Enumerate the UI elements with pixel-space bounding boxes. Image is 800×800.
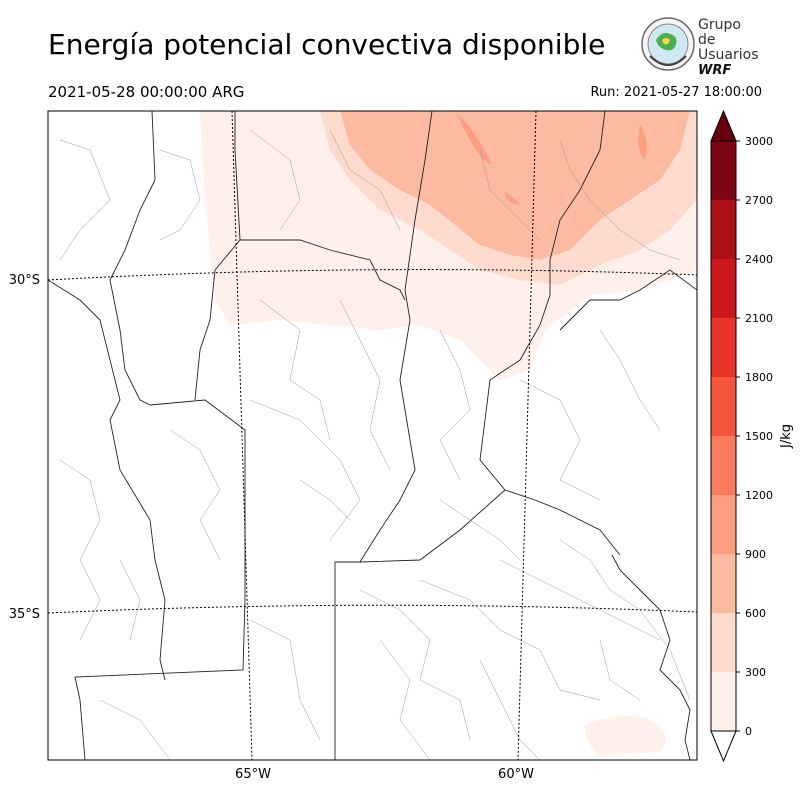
province-borders — [48, 111, 697, 760]
colorbar-segment — [711, 495, 736, 554]
colorbar-segment — [711, 259, 736, 318]
colorbar-tick-label: 1500 — [745, 430, 773, 443]
colorbar-extend-low — [710, 730, 737, 763]
coastline — [611, 554, 691, 760]
cape-band-900-1200 — [458, 115, 492, 165]
department-borders — [59, 129, 691, 760]
colorbar-segment — [711, 318, 736, 377]
cape-band-900-1200-c — [638, 125, 647, 160]
graticule — [48, 111, 697, 760]
colorbar-segment — [711, 672, 736, 731]
colorbar-tick-label: 3000 — [745, 135, 773, 148]
colorbar-tick-label: 2100 — [745, 312, 773, 325]
colorbar-segment — [711, 200, 736, 259]
colorbar-tick-label: 2700 — [745, 194, 773, 207]
cape-field — [200, 111, 697, 755]
colorbar: 0 300 600 900 1200 1500 1800 2100 2400 2700 3000 — [710, 109, 773, 763]
colorbar-tick-label: 900 — [745, 548, 766, 561]
colorbar-tick-label: 1800 — [745, 371, 773, 384]
page-title: Energía potencial convectiva disponible — [48, 28, 606, 61]
colorbar-tick-label: 1200 — [745, 489, 773, 502]
cape-band-0-300-se — [585, 716, 666, 755]
wrf-logo: Grupo de Usuarios WRF — [640, 16, 760, 78]
colorbar-segment — [711, 141, 736, 200]
cape-band-600-900 — [340, 111, 690, 260]
colorbar-tick-label: 0 — [745, 725, 752, 738]
globe-icon — [641, 17, 695, 71]
colorbar-tick-label: 300 — [745, 666, 766, 679]
colorbar-segment — [711, 554, 736, 613]
colorbar-segment — [711, 436, 736, 495]
valid-time: 2021-05-28 00:00:00 ARG — [48, 83, 245, 101]
colorbar-segment — [711, 377, 736, 436]
colorbar-tick-label: 2400 — [745, 253, 773, 266]
logo-line-3: WRF — [698, 63, 732, 78]
logo-line-2: Usuarios — [698, 47, 759, 63]
map-frame — [47, 110, 698, 761]
logo-line-1: Grupo de — [698, 17, 741, 48]
lon-label-60: 60°W — [498, 767, 534, 782]
lat-label-35: 35°S — [9, 607, 40, 622]
run-time: Run: 2021-05-27 18:00:00 — [590, 85, 762, 100]
lon-label-65: 65°W — [235, 767, 271, 782]
colorbar-extend-high — [710, 109, 737, 142]
lat-label-30: 30°S — [9, 273, 40, 288]
colorbar-label: J/kg — [779, 424, 794, 449]
cape-band-900-1200-b — [505, 192, 520, 205]
colorbar-tick-label: 600 — [745, 607, 766, 620]
colorbar-segment — [711, 613, 736, 672]
